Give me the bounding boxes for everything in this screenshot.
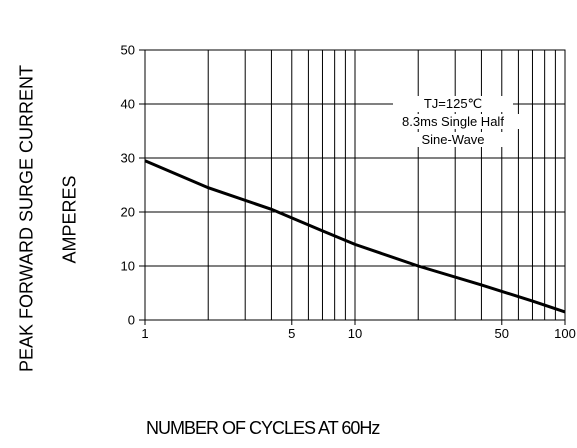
annotation-line2: 8.3ms Single Half — [383, 114, 523, 129]
x-tick-label: 1 — [141, 326, 148, 341]
x-tick-label: 100 — [554, 326, 576, 341]
y-axis-ticks: 0 10 20 30 40 50 — [121, 43, 145, 328]
y-tick-label: 10 — [121, 259, 135, 274]
x-axis-label: NUMBER OF CYCLES AT 60Hz — [146, 418, 380, 438]
x-axis-ticks: 1 5 10 50 100 — [141, 320, 576, 341]
y-axis-label-line1: PEAK FORWARD SURGE CURRENT — [16, 64, 37, 373]
y-tick-label: 50 — [121, 43, 135, 58]
y-tick-label: 20 — [121, 205, 135, 220]
grid — [145, 50, 565, 320]
x-tick-label: 10 — [348, 326, 362, 341]
annotation-line3: Sine-Wave — [403, 132, 503, 147]
y-tick-label: 40 — [121, 97, 135, 112]
x-tick-label: 5 — [288, 326, 295, 341]
annotation-line1: TJ=125℃ — [393, 96, 513, 112]
series-line — [144, 159, 566, 314]
x-tick-label: 50 — [495, 326, 509, 341]
y-tick-label: 0 — [128, 313, 135, 328]
y-tick-label: 30 — [121, 151, 135, 166]
y-axis-label-line2: AMPERES — [59, 175, 80, 264]
